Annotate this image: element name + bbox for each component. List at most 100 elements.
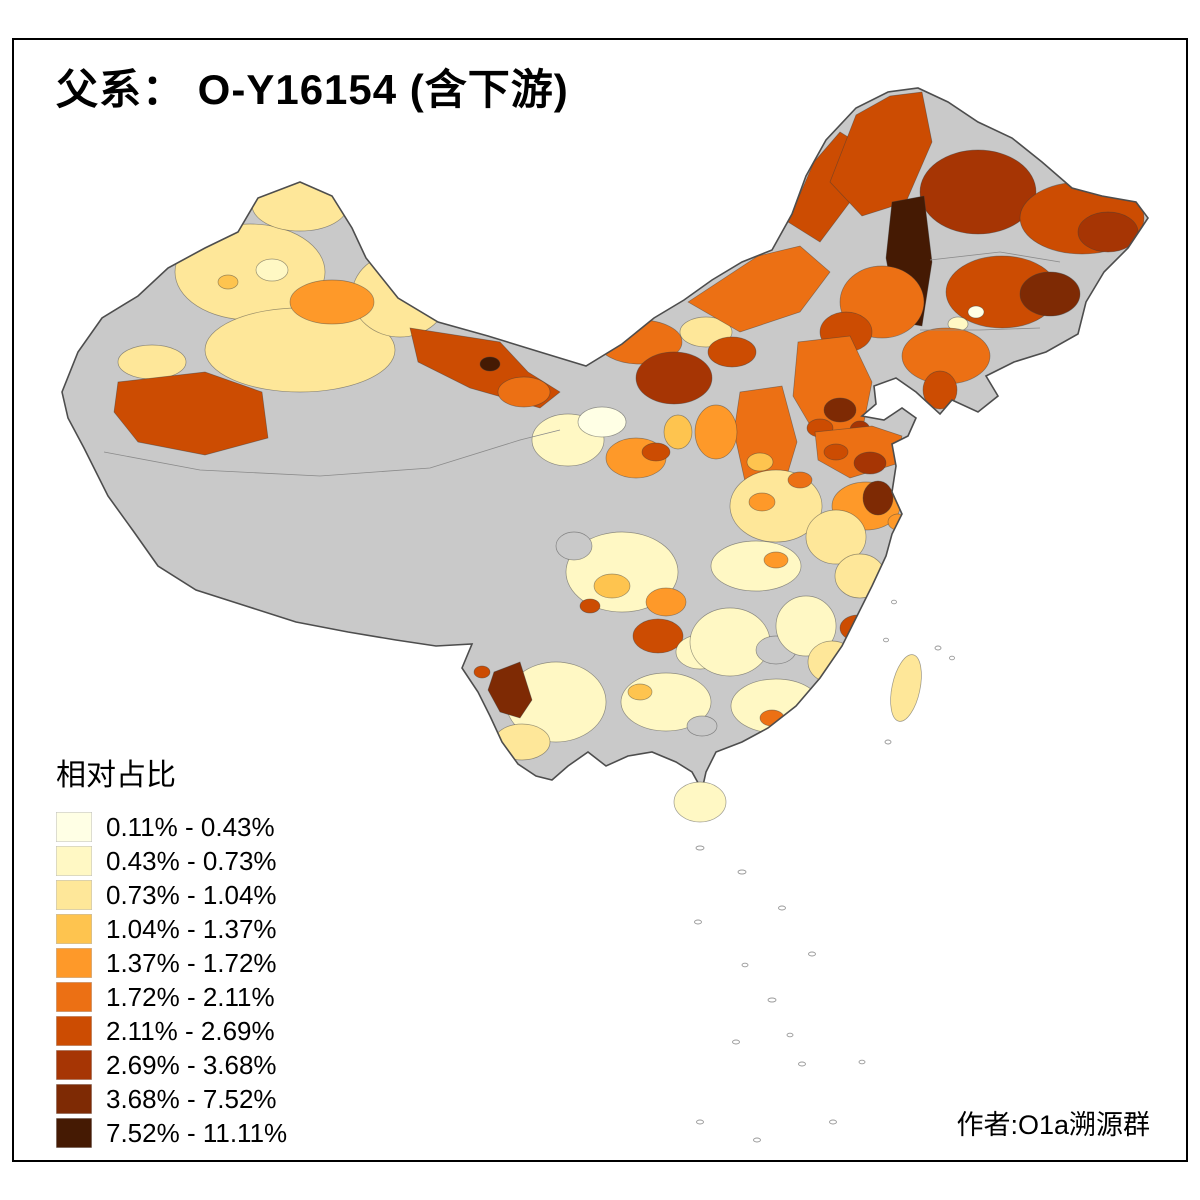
legend-item: 2.11% - 2.69% (56, 1014, 287, 1048)
legend-swatch (56, 1016, 92, 1046)
legend-swatch (56, 914, 92, 944)
legend-item: 0.43% - 0.73% (56, 844, 287, 878)
region-bortala-spot (217, 274, 239, 290)
island-speck (767, 997, 777, 1003)
legend-swatch (56, 1084, 92, 1114)
region-beijing-dark (823, 397, 857, 423)
region-anhui (805, 509, 867, 565)
island-speck (786, 1032, 794, 1038)
legend-item: 1.72% - 2.11% (56, 980, 287, 1014)
china-border-outline (61, 87, 1149, 793)
region-fujian (807, 640, 857, 684)
legend-swatch (56, 1050, 92, 1080)
legend-title: 相对占比 (56, 759, 176, 792)
map-regions (62, 88, 1148, 790)
region-guangxi-gold (627, 683, 653, 701)
region-hohhot (707, 336, 757, 368)
region-puyang (787, 471, 813, 489)
region-sichuan (565, 531, 679, 613)
legend: 相对占比 0.11% - 0.43% 0.43% - 0.73% 0.73% -… (56, 750, 287, 1150)
region-sichuan-spot (579, 598, 601, 614)
region-heilongjiang-center (919, 149, 1037, 235)
island-speck (829, 1119, 837, 1125)
legend-item-label: 2.69% - 3.68% (106, 1049, 277, 1080)
region-guangdong (730, 678, 822, 734)
legend-swatch-color (56, 812, 92, 842)
legend-swatch-color (56, 914, 92, 944)
region-no-data-base (62, 88, 1148, 790)
region-jinan (823, 443, 849, 461)
island-speck (696, 1119, 704, 1125)
legend-item-label: 3.68% - 7.52% (106, 1083, 277, 1114)
region-hubei (710, 540, 802, 592)
region-chongqing (645, 587, 687, 617)
legend-item: 0.11% - 0.43% (56, 810, 287, 844)
legend-item-label: 0.43% - 0.73% (106, 845, 277, 876)
legend-swatch (56, 982, 92, 1012)
island-speck (949, 655, 955, 661)
region-guizhou-dark (632, 618, 684, 654)
region-shandong-dark (853, 451, 887, 475)
island-speck (695, 845, 705, 851)
legend-item: 7.52% - 11.11% (56, 1116, 287, 1150)
island-speck (694, 919, 702, 925)
legend-swatch-color (56, 846, 92, 876)
region-hainan-island (673, 781, 727, 823)
region-hotan-dark (113, 371, 269, 456)
legend-item-label: 1.04% - 1.37% (106, 913, 277, 944)
province-boundary-jilin-liaoning (920, 327, 1041, 331)
region-jilin-pale-b (967, 305, 985, 319)
legend-item: 3.68% - 7.52% (56, 1082, 287, 1116)
region-sichuan-gray (555, 531, 593, 561)
province-boundary-xinjiang-south (103, 429, 561, 477)
island-speck (884, 739, 892, 745)
legend-swatch-color (56, 1050, 92, 1080)
legend-item: 1.04% - 1.37% (56, 912, 287, 946)
region-liaodong (922, 370, 958, 410)
region-jiuquan (497, 376, 551, 408)
small-islands (694, 599, 955, 1143)
island-speck (741, 962, 749, 968)
region-qinghai-pale (577, 406, 627, 438)
island-speck (732, 1039, 740, 1045)
region-xuzhou-dark (862, 480, 894, 516)
region-north-xinjiang-orange (289, 279, 375, 325)
legend-swatch-color (56, 1118, 92, 1148)
region-hami-darkspot (479, 356, 501, 372)
island-speck (858, 1059, 866, 1065)
province-boundary-heilongjiang-jilin (929, 251, 1061, 263)
author-credit: 作者:O1a溯源群 (956, 1110, 1150, 1140)
region-kashgar-pale (117, 344, 187, 380)
region-fujian-dark (839, 614, 877, 642)
legend-swatch (56, 1118, 92, 1148)
island-speck (808, 951, 816, 957)
island-speck (737, 869, 747, 875)
legend-swatch-color (56, 1016, 92, 1046)
region-hunan (689, 607, 771, 677)
region-ningxia (663, 414, 693, 450)
legend-item-label: 0.73% - 1.04% (106, 879, 277, 910)
legend-swatch (56, 948, 92, 978)
legend-item: 1.37% - 1.72% (56, 946, 287, 980)
region-yunnan-spot (473, 665, 491, 679)
legend-swatch-color (56, 948, 92, 978)
island-speck (883, 637, 889, 643)
region-lanzhou (641, 442, 671, 462)
island-speck (778, 905, 786, 911)
island-speck (753, 1137, 761, 1143)
region-altay (251, 178, 349, 232)
region-guangxi-gray (686, 715, 718, 737)
island-speck (798, 1061, 806, 1067)
legend-item-label: 1.37% - 1.72% (106, 947, 277, 978)
legend-item-label: 1.72% - 2.11% (106, 981, 275, 1012)
legend-swatch (56, 846, 92, 876)
region-taiwan-island (890, 654, 922, 722)
legend-swatch-color (56, 1084, 92, 1114)
region-shaanxi-north (694, 404, 738, 460)
region-hulunbuir (829, 91, 933, 217)
region-jiangxi (775, 595, 837, 657)
region-yunnan-dark (487, 661, 533, 719)
legend-item-label: 2.11% - 2.69% (106, 1015, 275, 1046)
